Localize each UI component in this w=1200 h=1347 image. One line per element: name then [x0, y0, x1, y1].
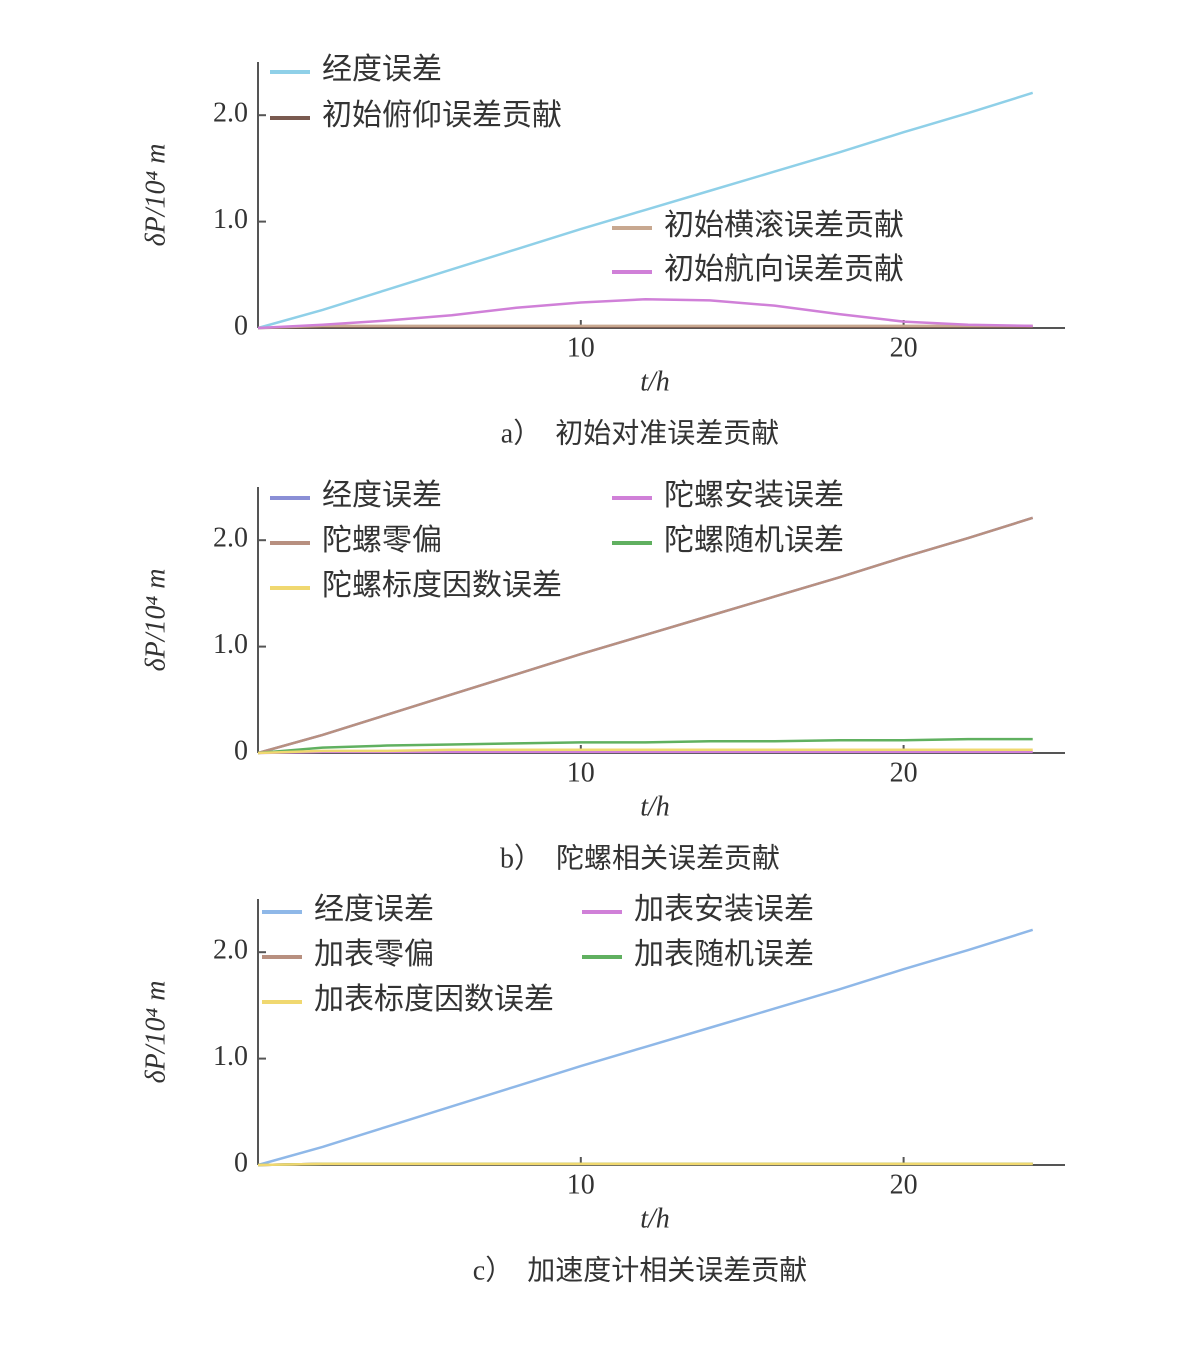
y-tick-label: 0 — [234, 310, 248, 341]
x-tick-label: 10 — [567, 332, 595, 363]
caption: c） 加速度计相关误差贡献 — [473, 1254, 807, 1286]
legend-label: 加表标度因数误差 — [314, 983, 554, 1016]
legend-label: 陀螺零偏 — [322, 524, 442, 557]
legend-label: 初始横滚误差贡献 — [664, 209, 904, 242]
y-tick-label: 2.0 — [213, 98, 248, 129]
legend-label: 经度误差 — [322, 53, 442, 86]
legend-label: 初始航向误差贡献 — [664, 253, 904, 286]
y-tick-label: 0 — [234, 1147, 248, 1178]
legend-label: 陀螺安装误差 — [664, 479, 844, 512]
legend-label: 陀螺随机误差 — [664, 524, 844, 557]
y-tick-label: 2.0 — [213, 523, 248, 554]
series-line — [257, 91, 1034, 330]
series-line — [257, 748, 1033, 755]
series-line — [257, 1162, 1033, 1167]
y-axis-label: δP/10⁴ m — [140, 569, 171, 672]
x-tick-label: 10 — [567, 1169, 595, 1200]
caption: a） 初始对准误差贡献 — [501, 417, 779, 449]
x-tick-label: 20 — [890, 332, 918, 363]
series-line — [257, 298, 1033, 330]
x-axis-label: t/h — [640, 1203, 670, 1234]
series-line — [257, 737, 1033, 755]
caption: b） 陀螺相关误差贡献 — [500, 842, 780, 874]
x-tick-label: 10 — [567, 757, 595, 788]
x-axis-label: t/h — [640, 791, 670, 822]
legend-label: 陀螺标度因数误差 — [322, 569, 562, 602]
legend-label: 加表安装误差 — [634, 893, 814, 926]
y-tick-label: 1.0 — [213, 629, 248, 660]
legend-label: 经度误差 — [314, 893, 434, 926]
x-tick-label: 20 — [890, 757, 918, 788]
y-tick-label: 1.0 — [213, 1041, 248, 1072]
legend-label: 加表随机误差 — [634, 938, 814, 971]
y-tick-label: 1.0 — [213, 204, 248, 235]
y-axis-label: δP/10⁴ m — [140, 144, 171, 247]
legend-label: 加表零偏 — [314, 938, 434, 971]
y-axis-label: δP/10⁴ m — [140, 981, 171, 1084]
y-tick-label: 2.0 — [213, 935, 248, 966]
x-tick-label: 20 — [890, 1169, 918, 1200]
series-line — [257, 928, 1034, 1167]
series-line — [257, 324, 1033, 330]
y-tick-label: 0 — [234, 735, 248, 766]
series-line — [257, 516, 1034, 755]
x-axis-label: t/h — [640, 366, 670, 397]
legend-label: 初始俯仰误差贡献 — [322, 99, 562, 132]
legend-label: 经度误差 — [322, 479, 442, 512]
